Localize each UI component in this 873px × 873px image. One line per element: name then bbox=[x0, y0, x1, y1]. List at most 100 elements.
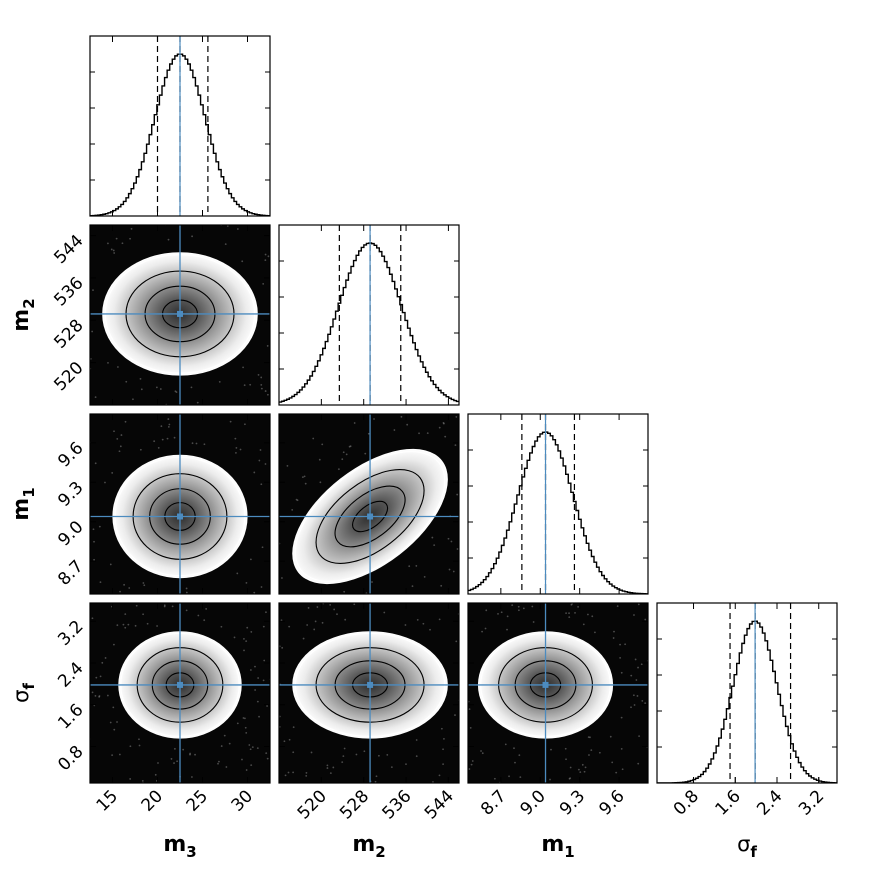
xtick-label-m2: 528 bbox=[336, 786, 373, 823]
sample-point bbox=[173, 747, 176, 750]
sample-point bbox=[40, 346, 42, 348]
sample-point bbox=[72, 389, 74, 391]
sample-point bbox=[599, 595, 601, 597]
sample-point bbox=[275, 662, 277, 664]
sample-point bbox=[262, 625, 265, 628]
sample-point bbox=[113, 430, 115, 433]
sample-point bbox=[624, 643, 627, 646]
ytick-label-sf: 1.6 bbox=[54, 700, 87, 733]
sample-point bbox=[51, 511, 53, 513]
sample-point bbox=[326, 767, 329, 769]
panel-frame bbox=[278, 413, 460, 595]
sample-point bbox=[463, 755, 465, 757]
density-panel-m1-sf bbox=[465, 586, 666, 783]
sample-point bbox=[431, 536, 434, 539]
sample-point bbox=[503, 438, 505, 440]
sample-point bbox=[292, 726, 295, 729]
sample-point bbox=[287, 771, 290, 774]
sample-point bbox=[326, 764, 329, 767]
sample-point bbox=[132, 398, 134, 401]
sample-point bbox=[67, 227, 69, 229]
sample-point bbox=[113, 252, 116, 254]
sample-point bbox=[254, 665, 256, 668]
sample-point bbox=[309, 600, 311, 602]
xaxis-label-subscript: 1 bbox=[564, 843, 574, 861]
sample-point bbox=[383, 611, 386, 614]
sample-point bbox=[527, 441, 529, 443]
truth-marker bbox=[177, 681, 183, 688]
xtick-label-sf: 2.4 bbox=[753, 786, 786, 819]
sample-point bbox=[518, 442, 520, 444]
sample-point bbox=[484, 386, 486, 388]
ytick-label-m2: 536 bbox=[50, 273, 87, 310]
sample-point bbox=[234, 437, 237, 440]
sample-point bbox=[633, 704, 636, 706]
sample-point bbox=[129, 745, 132, 748]
sample-point bbox=[429, 628, 431, 631]
sample-point bbox=[448, 568, 451, 571]
sample-point bbox=[465, 616, 467, 618]
sample-point bbox=[437, 381, 439, 383]
sample-point bbox=[225, 766, 228, 768]
sample-point bbox=[275, 456, 277, 458]
sample-point bbox=[129, 409, 131, 411]
sample-point bbox=[511, 604, 514, 607]
sample-point bbox=[138, 738, 140, 741]
sample-point bbox=[134, 624, 137, 627]
sample-point bbox=[109, 721, 112, 724]
sample-point bbox=[552, 586, 554, 588]
xtick-label-m1: 8.7 bbox=[477, 786, 510, 819]
sample-point bbox=[612, 637, 615, 639]
sample-point bbox=[124, 626, 127, 629]
sample-point bbox=[454, 444, 457, 447]
sample-point bbox=[124, 420, 127, 423]
sample-point bbox=[292, 771, 295, 774]
sample-point bbox=[577, 605, 579, 608]
sample-point bbox=[258, 459, 261, 462]
sample-point bbox=[318, 458, 321, 461]
sample-point bbox=[329, 603, 332, 606]
sample-point bbox=[611, 591, 613, 593]
sample-point bbox=[640, 663, 643, 666]
sample-point bbox=[257, 677, 260, 679]
sample-point bbox=[118, 450, 121, 453]
sample-point bbox=[91, 617, 94, 620]
panel-frame bbox=[89, 602, 271, 784]
sample-point bbox=[508, 775, 510, 778]
sample-point bbox=[249, 558, 252, 561]
sample-point bbox=[594, 631, 596, 634]
sample-point bbox=[91, 330, 94, 333]
sample-point bbox=[488, 502, 490, 504]
sample-point bbox=[224, 243, 227, 245]
sample-point bbox=[326, 784, 328, 786]
sample-point bbox=[59, 393, 61, 395]
sample-point bbox=[481, 630, 483, 633]
sample-point bbox=[581, 763, 584, 766]
sample-point bbox=[464, 536, 466, 538]
yaxis-label-m1: m1 bbox=[9, 487, 38, 520]
sample-point bbox=[113, 643, 115, 646]
sample-point bbox=[250, 764, 253, 767]
sample-point bbox=[110, 248, 113, 251]
sample-point bbox=[482, 488, 484, 490]
sample-point bbox=[245, 731, 248, 734]
sample-point bbox=[70, 472, 72, 474]
sample-point bbox=[291, 508, 294, 511]
panel-frame bbox=[467, 413, 649, 595]
sample-point bbox=[306, 624, 309, 626]
xtick-label-sf: 1.6 bbox=[712, 786, 745, 819]
sample-point bbox=[406, 423, 409, 426]
sample-point bbox=[641, 699, 644, 702]
sample-point bbox=[43, 310, 45, 312]
sample-point bbox=[664, 737, 666, 739]
sample-point bbox=[139, 378, 142, 380]
xaxis-label-sf: σf bbox=[737, 832, 757, 861]
sample-point bbox=[637, 762, 640, 765]
sample-point bbox=[142, 582, 145, 584]
sample-point bbox=[228, 742, 231, 745]
sample-point bbox=[119, 590, 121, 593]
sample-point bbox=[314, 620, 317, 623]
sample-point bbox=[348, 445, 351, 448]
sample-point bbox=[138, 744, 141, 747]
